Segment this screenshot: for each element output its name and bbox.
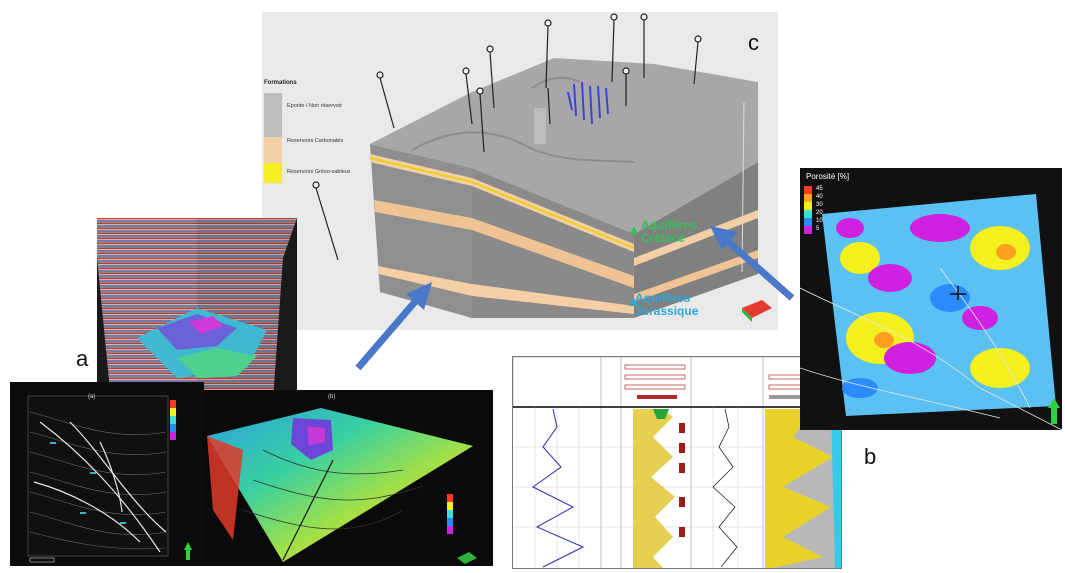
porosity-scale-30: 30 xyxy=(816,202,823,208)
arrow-b-to-c xyxy=(710,226,795,301)
porosity-scale-20: 20 xyxy=(816,210,823,216)
porosity-scale-swatch-30 xyxy=(804,202,812,210)
aquifer-jurassique-label: Aquifères Jurassique xyxy=(635,292,698,318)
aquifer-cretace-label: Aquifères Crétacé xyxy=(641,219,696,245)
aquifer-jurassique-line2: Jurassique xyxy=(635,304,699,318)
panel-label-a: a xyxy=(76,346,89,371)
map-a-title: (a) xyxy=(88,394,96,400)
3d-model-render xyxy=(312,13,772,322)
porosity-scale-swatch-20 xyxy=(804,210,812,218)
3d-model-panel xyxy=(262,12,778,330)
porosity-scale-swatch-40 xyxy=(804,194,812,202)
arrow-a-to-c xyxy=(355,282,432,371)
porosity-scale-10: 10 xyxy=(816,218,823,224)
seismic-cube-panel xyxy=(97,218,297,400)
porosity-scale-swatch-5 xyxy=(804,226,812,234)
well-log-panel xyxy=(512,356,842,569)
aquifer-cretace-line2: Crétacé xyxy=(641,231,686,245)
porosity-map-panel xyxy=(799,168,1063,431)
aquifer-jurassique-line1: Aquifères xyxy=(635,291,691,305)
legend-swatch-carbonate xyxy=(264,137,282,163)
map-a-panel xyxy=(10,382,204,566)
porosity-scale-5: 5 xyxy=(816,226,820,232)
porosity-scale-swatch-10 xyxy=(804,218,812,226)
surface-b-title: (b) xyxy=(328,394,336,400)
legend-label-non-reservoir: Eponte / Non réservoir xyxy=(287,103,343,109)
porosity-map-render xyxy=(799,186,1063,431)
surface-b-panel xyxy=(203,390,493,566)
porosity-scale-40: 40 xyxy=(816,194,823,200)
aquifer-cretace-line1: Aquifères xyxy=(641,218,697,232)
legend-label-carbonate: Reservoirs Carbonatés xyxy=(287,138,344,144)
legend-title: Formations xyxy=(264,80,297,86)
legend-swatch-non-reservoir xyxy=(264,93,282,137)
legend-label-sandstone: Reservoirs Grèso-sableux xyxy=(287,169,351,175)
porosity-title: Porosité [%] xyxy=(806,172,850,181)
surface-b-render xyxy=(207,408,477,564)
legend-swatch-sandstone xyxy=(264,163,282,183)
porosity-scale-swatch-45 xyxy=(804,186,812,194)
seismic-cube-render xyxy=(97,218,297,400)
panel-label-c: c xyxy=(748,30,759,55)
porosity-scale-45: 45 xyxy=(816,186,823,192)
panel-label-b: b xyxy=(864,444,877,469)
map-a-contours xyxy=(27,395,192,563)
